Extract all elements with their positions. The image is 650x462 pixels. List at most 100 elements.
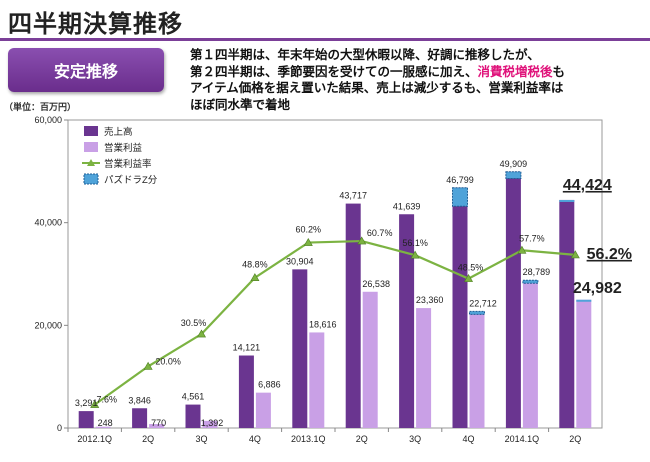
pazudora-sales-portion [452,187,468,207]
desc-highlight: 消費税増税後 [477,64,553,79]
profit-bar [469,311,485,428]
profit-bar [95,426,111,428]
profit-bar [522,280,538,428]
margin-value-label: 48.5% [458,263,484,273]
profit-value-label: 1,392 [201,418,224,428]
x-tick-label: 2Q [356,434,368,444]
page-title: 四半期決算推移 [8,11,183,38]
x-tick-label: 2012.1Q [77,434,112,444]
pazudora-profit-portion [576,299,592,302]
x-tick-label: 2Q [569,434,581,444]
profit-bar [202,420,218,428]
margin-value-label: 48.8% [242,260,268,270]
profit-value-label: 23,360 [416,295,444,305]
sales-bar [78,411,94,428]
margin-point [303,237,313,246]
x-tick-label: 4Q [462,434,474,444]
margin-value-label: 60.7% [367,228,393,238]
desc-line-2c: も [552,64,566,79]
profit-value-label-emphasis: 24,982 [573,280,622,297]
sales-value-label: 3,846 [128,395,151,405]
sales-bar [132,408,148,428]
margin-line [94,239,576,406]
profit-value-label: 6,886 [258,380,281,390]
margin-point [90,399,100,408]
pazudora-sales-portion [505,171,522,179]
x-tick-label: 2013.1Q [291,434,326,444]
sales-value-label: 14,121 [233,343,261,353]
sales-bar [292,269,308,428]
margin-point [570,250,580,259]
profit-value-label: 248 [98,418,113,428]
unit-label: （単位：百万円） [4,102,77,112]
margin-value-label: 60.2% [296,225,322,235]
y-tick-label: 60,000 [34,115,62,125]
profit-bar [309,332,325,428]
sales-value-label-emphasis: 44,424 [563,177,612,194]
pazudora-sales-portion [559,199,575,202]
legend-label-profit: 営業利益 [104,142,143,154]
profit-bar [416,308,432,428]
margin-value-label: 7.6% [96,395,117,405]
y-tick-label: 0 [57,423,62,433]
y-tick-label: 40,000 [34,218,62,228]
sales-value-label: 43,717 [339,191,367,201]
sales-value-label: 4,561 [182,392,205,402]
margin-point [410,250,420,259]
margin-point [196,329,207,338]
legend-label-margin: 営業利益率 [104,158,152,170]
description-text: 第１四半期は、年末年始の大型休暇以降、好調に推移したが、 第２四半期は、季節要因… [190,47,630,113]
x-tick-label: 3Q [409,434,421,444]
sales-value-label: 46,799 [446,175,474,185]
sales-value-label: 49,909 [500,159,528,169]
sales-bar [238,355,254,428]
desc-line-1: 第１四半期は、年末年始の大型休暇以降、好調に推移したが、 [190,48,540,62]
profit-value-label: 28,789 [523,267,551,277]
sales-bar [345,203,361,428]
margin-value-label: 56.1% [402,238,428,248]
x-tick-label: 3Q [195,434,207,444]
legend-swatch-pazudora [83,173,99,185]
y-tick-label: 20,000 [34,320,62,330]
profit-value-label: 770 [151,418,166,428]
margin-value-label: 30.5% [181,318,207,328]
pazudora-profit-portion [469,310,485,315]
legend-label-sales: 売上高 [104,126,133,138]
margin-value-label-emphasis: 56.2% [587,246,632,263]
margin-point [250,273,260,281]
sales-value-label: 41,639 [393,201,421,211]
desc-line-4: ほぼ同水準で着地 [190,97,291,112]
margin-value-label: 57.7% [519,233,545,243]
status-badge: 安定推移 [8,48,164,92]
profit-bar [362,291,378,428]
sales-bar [452,187,468,428]
profit-bar [149,424,165,428]
profit-value-label: 18,616 [309,319,337,329]
profit-bar [576,299,592,428]
profit-value-label: 22,712 [469,298,497,308]
margin-point [463,274,474,282]
x-tick-label: 4Q [249,434,261,444]
x-tick-label: 2014.1Q [505,434,540,444]
legend-label-pazudora: パズドラZ分 [104,174,158,186]
sales-bar [399,214,415,428]
profit-bar [255,392,271,428]
profit-value-label: 26,538 [362,279,390,289]
legend-swatch-margin-marker [87,159,95,166]
sales-bar [559,199,575,428]
pazudora-profit-portion [522,279,539,284]
sales-value-label: 3,291 [75,398,98,408]
desc-line-2: 第２四半期は、季節要因を受けての一服感に加え、消費税増税後も [190,64,630,81]
desc-line-2a: 第２四半期は、季節要因を受けての一服感に加え、 [190,64,478,79]
sales-bar [185,404,201,428]
sales-value-label: 30,904 [286,256,314,266]
sales-bar [505,171,521,428]
legend-swatch-profit [84,142,98,152]
title-rule [0,38,650,41]
desc-line-3: アイテム価格を据え置いた結果、売上は減少するも、営業利益率は [190,81,564,96]
margin-point [517,245,527,254]
margin-point [143,361,153,370]
margin-point [357,236,367,245]
margin-value-label: 20.0% [155,356,181,366]
